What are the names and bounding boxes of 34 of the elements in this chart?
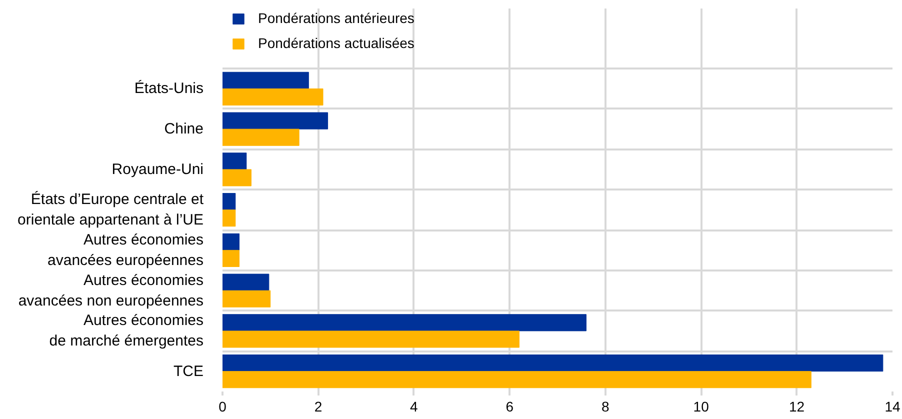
x-tick-label: 0 (218, 398, 227, 414)
y-tick-label: Royaume-Uni (112, 160, 204, 178)
x-tick-label: 6 (506, 398, 514, 414)
bar (222, 128, 300, 146)
bar (222, 274, 270, 291)
y-tick-label: États-Unis (134, 79, 204, 98)
y-tick-label: États d’Europe centrale et orientale appartenant à l’UE (18, 190, 204, 229)
y-tick-label: TCE (174, 362, 204, 380)
x-tick-label: 2 (314, 398, 322, 414)
bar (222, 193, 236, 210)
bar (222, 354, 884, 372)
bar (222, 290, 271, 308)
x-tick-label: 10 (693, 398, 710, 414)
bar (222, 112, 328, 130)
bar (222, 72, 309, 89)
bar (222, 88, 324, 106)
bar (222, 330, 520, 348)
bar (222, 210, 236, 227)
legend-label: Pondérations antérieures (258, 10, 414, 26)
bar (222, 314, 586, 332)
bar (222, 250, 240, 267)
bar (222, 169, 252, 186)
bar (222, 233, 240, 250)
y-tick-label: Chine (164, 120, 204, 138)
y-tick-label: Autres économies de marché émergentes (49, 312, 204, 350)
y-tick-label: Autres économies avancées européennes (48, 231, 204, 269)
bar (222, 371, 812, 388)
x-tick-label: 8 (601, 398, 610, 414)
y-tick-label: Autres économies avancées non européennes (18, 272, 204, 310)
x-tick-label: 12 (789, 398, 805, 414)
bar (222, 152, 247, 170)
x-tick-label: 4 (410, 398, 418, 414)
legend-label: Pondérations actualisées (258, 35, 414, 51)
x-tick-label: 14 (884, 398, 900, 414)
